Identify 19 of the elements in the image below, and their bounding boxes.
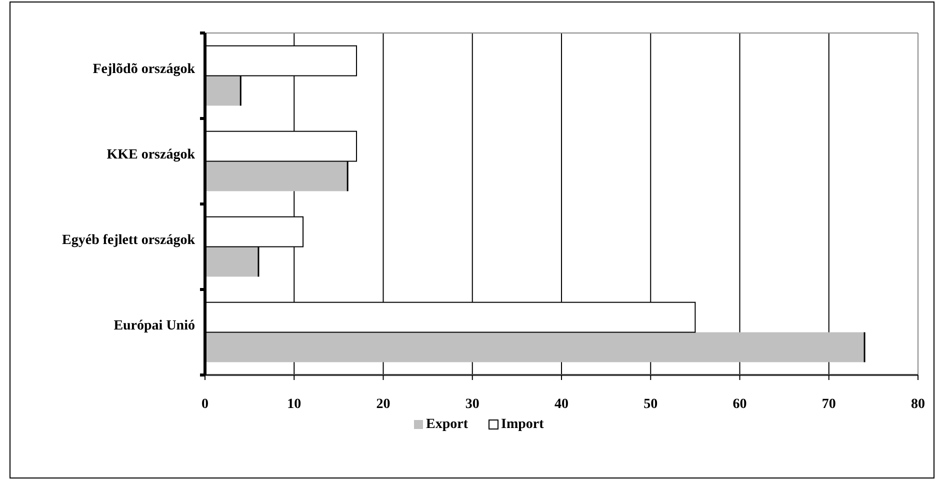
legend-label: Export xyxy=(426,417,468,432)
x-tick-label: 80 xyxy=(911,397,925,412)
x-tick-label: 50 xyxy=(644,397,658,412)
x-tick-label: 30 xyxy=(465,397,480,412)
x-tick-label: 10 xyxy=(287,397,302,412)
x-tick-label: 40 xyxy=(554,397,568,412)
y-tick-label: Európai Unió xyxy=(114,318,195,334)
bar xyxy=(205,246,258,277)
x-tick-label: 0 xyxy=(202,397,208,412)
y-tick-label: Egyéb fejlett országok xyxy=(62,232,196,248)
x-tick-label: 60 xyxy=(732,397,747,412)
x-tick-label: 20 xyxy=(376,397,390,412)
x-tick-label: 70 xyxy=(822,397,836,412)
legend-label: Import xyxy=(501,417,544,432)
bar xyxy=(205,332,865,362)
bar xyxy=(205,76,241,106)
bar xyxy=(205,161,348,192)
y-tick-label: KKE országok xyxy=(106,147,196,162)
y-tick-label: Fejlõdõ országok xyxy=(92,62,196,77)
